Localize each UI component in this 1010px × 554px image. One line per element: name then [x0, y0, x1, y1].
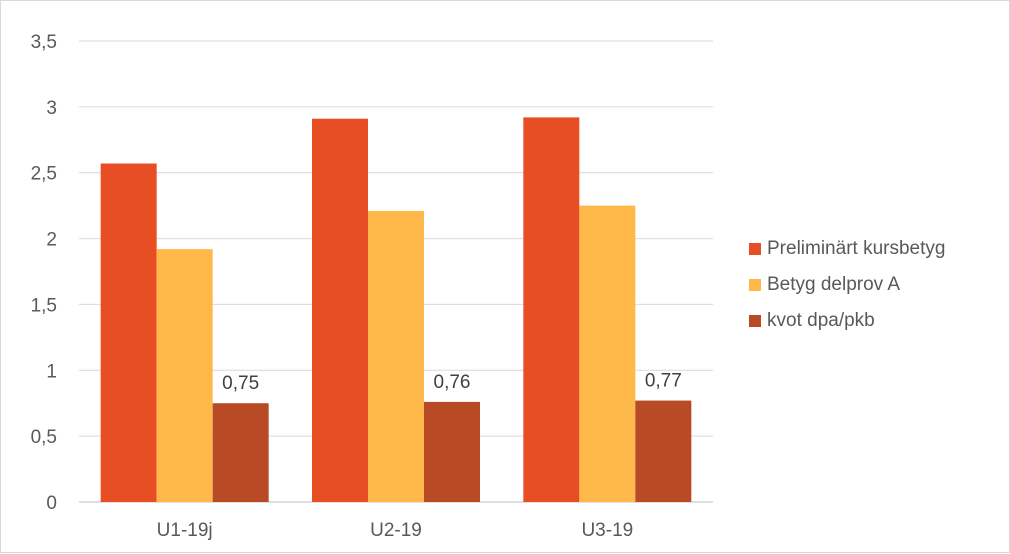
x-tick-label: U1-19j — [157, 520, 213, 541]
y-tick-label: 0,5 — [31, 427, 57, 448]
bar-3-3 — [635, 400, 692, 502]
bar-2-1 — [156, 249, 213, 502]
y-tick-label: 1,5 — [31, 295, 57, 316]
bar-3-2 — [424, 401, 480, 502]
data-label: 0,77 — [645, 371, 682, 392]
legend-label: kvot dpa/pkb — [767, 310, 875, 331]
y-tick-label: 2 — [46, 230, 57, 251]
y-tick-label: 1 — [46, 361, 57, 382]
bar-3-1 — [212, 403, 269, 502]
x-tick-label: U2-19 — [370, 520, 422, 541]
bar-2-2 — [368, 210, 424, 502]
legend-swatch — [749, 279, 761, 291]
legend-item: kvot dpa/pkb — [749, 303, 1009, 339]
x-tick-label: U3-19 — [581, 520, 633, 541]
y-tick-label: 0 — [46, 493, 57, 514]
legend-item: Preliminärt kursbetyg — [749, 231, 1009, 267]
legend-item: Betyg delprov A — [749, 267, 1009, 303]
y-tick-label: 2,5 — [31, 164, 57, 185]
y-tick-label: 3,5 — [31, 32, 57, 53]
legend-swatch — [749, 243, 761, 255]
bar-2-3 — [579, 205, 636, 502]
y-tick-label: 3 — [46, 98, 57, 119]
legend-label: Betyg delprov A — [767, 274, 901, 295]
bar-1-3 — [523, 117, 580, 502]
data-label: 0,76 — [434, 372, 471, 393]
legend-swatch — [749, 315, 761, 327]
bar-1-1 — [100, 163, 157, 502]
legend: Preliminärt kursbetyg Betyg delprov A kvot… — [749, 231, 1009, 339]
legend-label: Preliminärt kursbetyg — [767, 238, 946, 259]
data-label: 0,75 — [222, 373, 259, 394]
bar-1-2 — [312, 118, 368, 502]
